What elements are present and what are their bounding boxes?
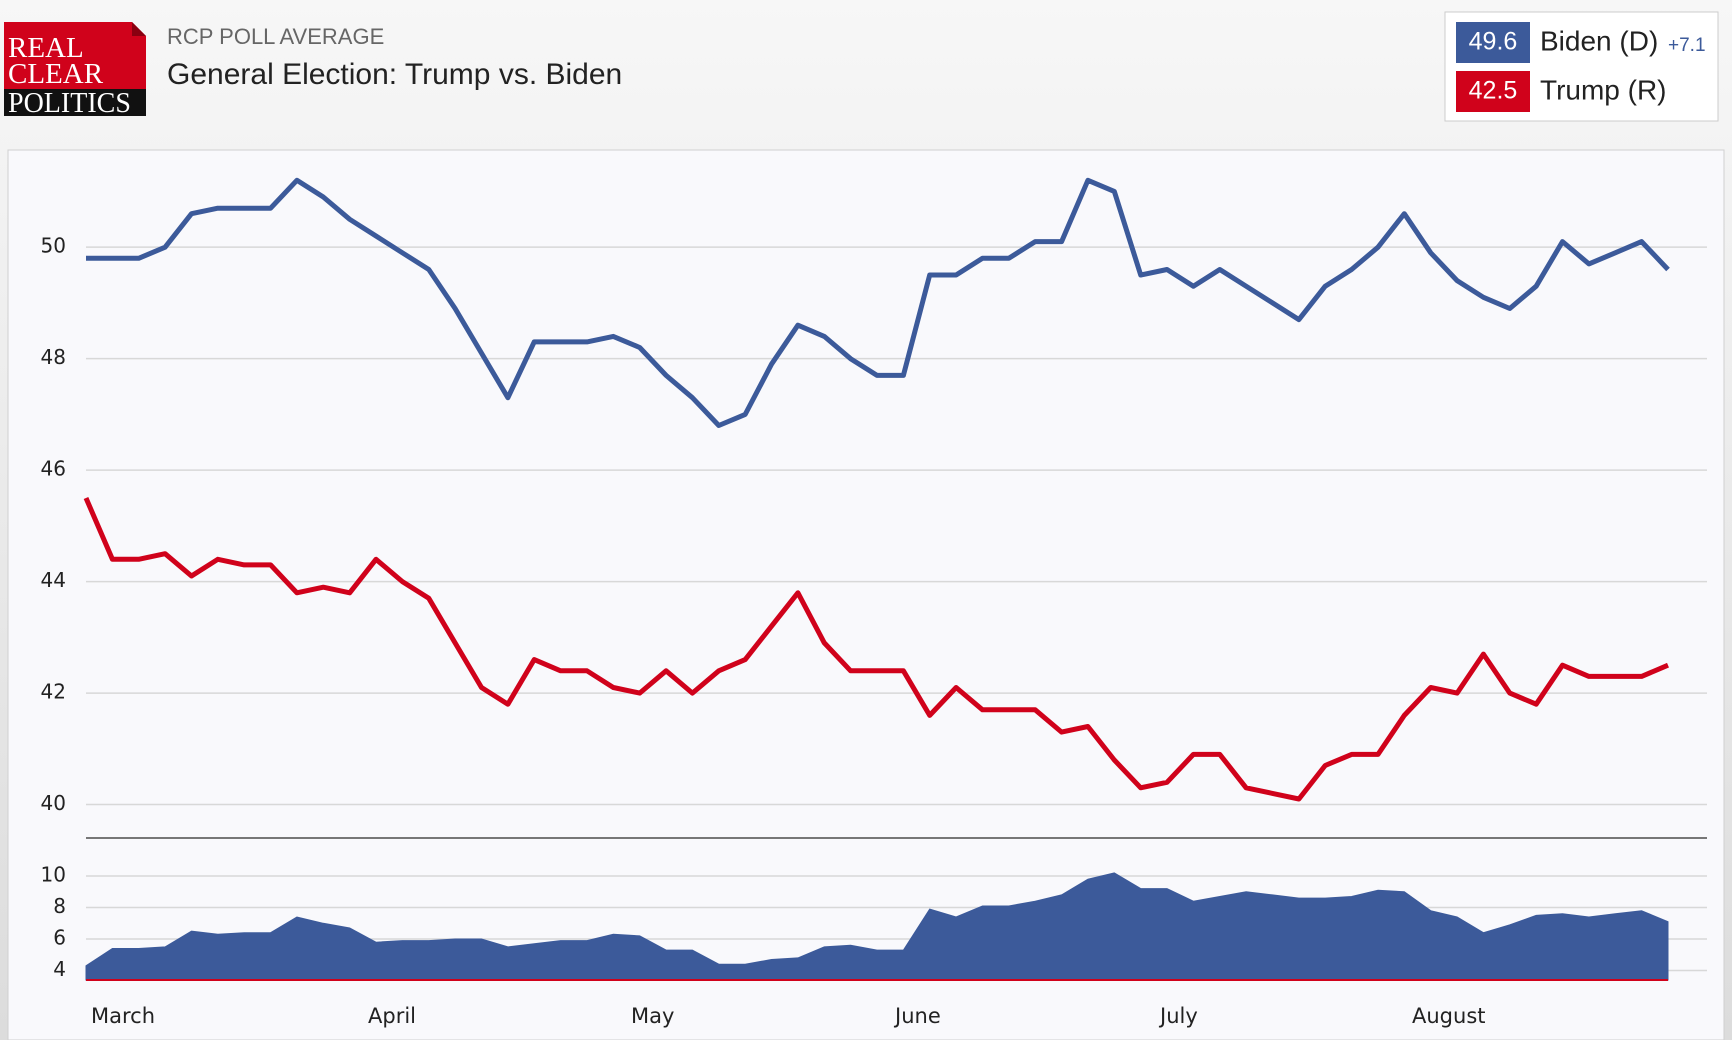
logo: REAL CLEAR POLITICS xyxy=(4,22,146,119)
y-tick-label: 40 xyxy=(41,791,66,815)
spread-area xyxy=(85,872,1669,981)
logo-bar xyxy=(4,89,146,116)
y-tick-label: 42 xyxy=(41,680,66,704)
y-tick-label: 4 xyxy=(53,957,66,981)
y-tick-label: 46 xyxy=(41,457,66,481)
y-tick-label: 50 xyxy=(41,234,66,258)
x-tick-label: July xyxy=(1158,1004,1198,1028)
chart-title: General Election: Trump vs. Biden xyxy=(167,58,622,91)
x-tick-label: August xyxy=(1412,1004,1486,1028)
series-line xyxy=(86,177,1670,428)
x-tick-label: April xyxy=(368,1004,416,1028)
chart-panel xyxy=(7,149,1725,1040)
logo-text: REAL xyxy=(8,32,84,64)
y-tick-label: 6 xyxy=(53,926,66,950)
x-tick-label: May xyxy=(631,1004,674,1028)
legend: 49.6 42.5 Biden (D) Trump (R) +7.1 xyxy=(1444,11,1719,122)
logo-fold xyxy=(132,22,146,36)
logo-text: POLITICS xyxy=(8,88,131,119)
y-tick-label: 44 xyxy=(41,568,66,592)
legend-value: 42.5 xyxy=(1469,77,1518,105)
y-tick-label: 8 xyxy=(53,894,66,918)
logo-text: CLEAR xyxy=(8,58,104,90)
x-tick-label: June xyxy=(893,1004,941,1028)
series-line xyxy=(83,497,1669,802)
legend-badge xyxy=(1456,22,1530,63)
subtitle: RCP POLL AVERAGE xyxy=(167,24,384,49)
legend-value: 49.6 xyxy=(1469,28,1518,56)
y-tick-label: 48 xyxy=(41,345,66,369)
legend-label: Biden (D) xyxy=(1540,25,1658,56)
y-tick-label: 10 xyxy=(41,863,66,887)
x-tick-label: March xyxy=(91,1004,155,1028)
legend-badge xyxy=(1456,71,1530,112)
legend-label: Trump (R) xyxy=(1540,74,1667,105)
legend-spread: +7.1 xyxy=(1668,35,1706,56)
